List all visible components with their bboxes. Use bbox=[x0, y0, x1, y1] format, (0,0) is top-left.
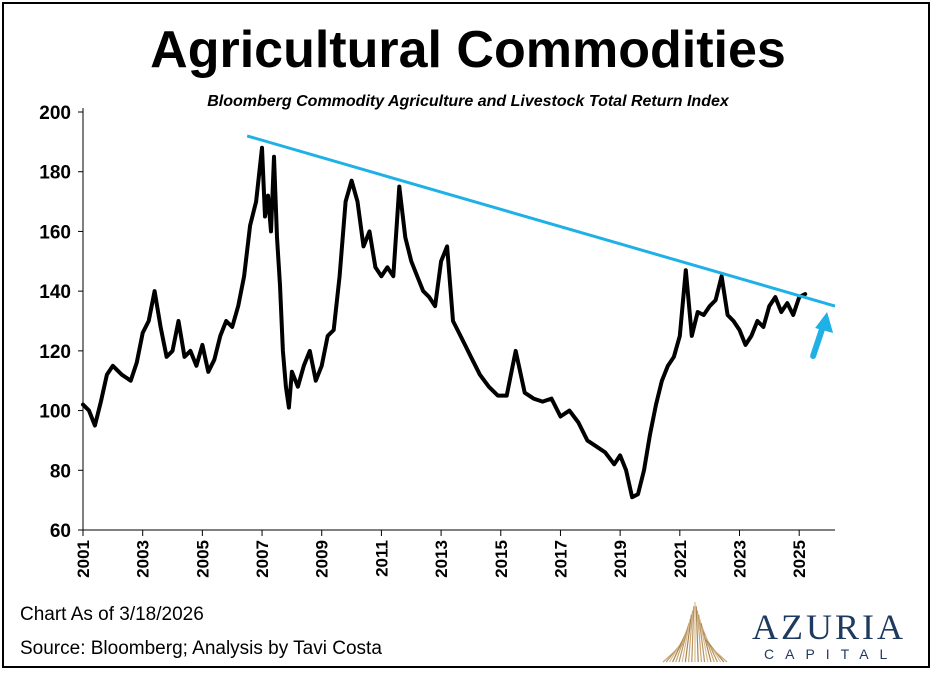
x-tick-label: 2019 bbox=[611, 540, 630, 578]
trendline bbox=[246, 134, 836, 308]
x-tick-label: 2017 bbox=[551, 540, 570, 578]
x-tick-label: 2013 bbox=[432, 540, 451, 578]
x-tick-label: 2021 bbox=[671, 540, 690, 578]
x-tick-label: 2025 bbox=[790, 540, 809, 578]
up-arrow-shaft bbox=[810, 323, 827, 359]
y-tick-label: 140 bbox=[39, 282, 71, 303]
y-tick-label: 200 bbox=[39, 103, 71, 124]
logo-name: AZURIA bbox=[752, 607, 906, 647]
x-tick-label: 2003 bbox=[134, 540, 153, 578]
series-line bbox=[81, 145, 808, 500]
logo-ray bbox=[684, 614, 692, 663]
x-tick-label: 2011 bbox=[372, 540, 391, 577]
x-tick-label: 2001 bbox=[74, 540, 93, 578]
source-note: Source: Bloomberg; Analysis by Tavi Cost… bbox=[20, 638, 382, 659]
logo-ray bbox=[696, 610, 702, 663]
y-tick-label: 160 bbox=[39, 222, 71, 243]
x-tick-label: 2023 bbox=[731, 540, 750, 578]
logo-ray bbox=[699, 618, 709, 663]
logo-ray bbox=[678, 622, 690, 663]
y-tick-label: 60 bbox=[50, 521, 71, 542]
chart-subtitle: Bloomberg Commodity Agriculture and Live… bbox=[207, 93, 729, 110]
y-tick-label: 180 bbox=[39, 163, 71, 184]
chart-frame bbox=[2, 2, 930, 668]
logo-subtitle: CAPITAL bbox=[764, 646, 899, 662]
logo-ray bbox=[695, 606, 699, 663]
logo-ray bbox=[691, 606, 695, 663]
logo-ray bbox=[675, 627, 689, 663]
y-tick-label: 100 bbox=[39, 402, 71, 423]
logo-ray bbox=[681, 618, 691, 663]
x-tick-label: 2007 bbox=[253, 540, 272, 578]
y-tick-label: 120 bbox=[39, 342, 71, 363]
y-tick-label: 80 bbox=[50, 461, 71, 482]
logo-ray bbox=[688, 610, 694, 663]
chart-date-note: Chart As of 3/18/2026 bbox=[20, 604, 204, 625]
x-tick-label: 2009 bbox=[313, 540, 332, 578]
chart-title: Agricultural Commodities bbox=[150, 21, 786, 79]
azuria-logo-icon bbox=[662, 602, 728, 663]
up-arrow-head bbox=[815, 312, 834, 333]
x-tick-label: 2015 bbox=[492, 540, 511, 578]
x-tick-label: 2005 bbox=[193, 540, 212, 578]
logo-ray bbox=[698, 614, 706, 663]
logo-ray bbox=[706, 643, 728, 663]
